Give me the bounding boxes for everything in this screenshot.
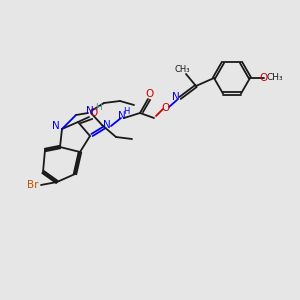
Text: O: O <box>161 103 169 113</box>
Text: O: O <box>89 108 97 118</box>
Text: N: N <box>103 120 111 130</box>
Text: N: N <box>86 106 94 116</box>
Text: Br: Br <box>27 180 39 190</box>
Text: O: O <box>260 73 268 83</box>
Text: CH₃: CH₃ <box>267 74 283 82</box>
Text: N: N <box>118 111 126 121</box>
Text: CH₃: CH₃ <box>174 64 190 74</box>
Text: H: H <box>96 103 102 112</box>
Text: O: O <box>145 89 153 99</box>
Text: N: N <box>172 92 180 102</box>
Text: H: H <box>123 106 129 116</box>
Text: N: N <box>52 121 60 131</box>
